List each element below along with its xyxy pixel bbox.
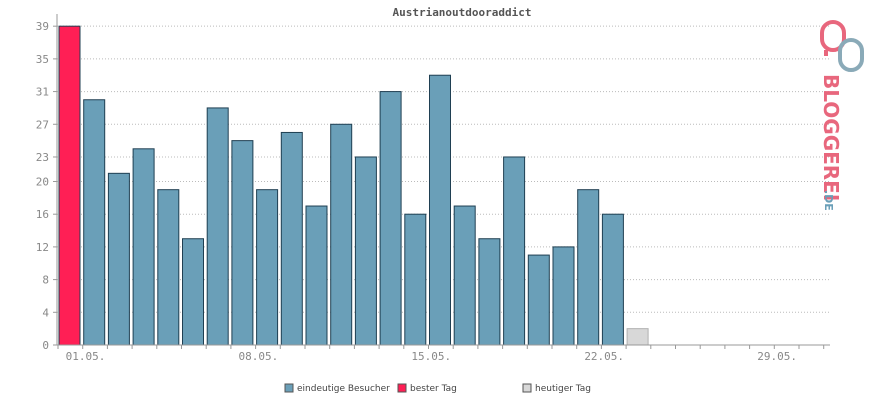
bar-14.05.	[379, 91, 402, 346]
legend-label: heutiger Tag	[535, 384, 591, 394]
bar-01.05.	[58, 25, 81, 346]
bar-12.05.	[330, 123, 353, 346]
bar-22.05.	[577, 189, 600, 346]
y-tick-label: 35	[36, 53, 49, 66]
bar-17.05.	[453, 205, 476, 346]
legend-swatch	[522, 383, 532, 393]
bar-02.05.	[83, 99, 106, 346]
bar-11.05.	[305, 205, 328, 346]
bloggerei-logo: BLOGGEREI .DE	[819, 20, 864, 211]
bar-09.05.	[256, 189, 279, 346]
y-tick-label: 31	[36, 86, 49, 99]
bar-10.05.	[280, 131, 303, 346]
y-tick-label: 23	[36, 151, 49, 164]
bar-20.05.	[527, 254, 550, 346]
bar-08.05.	[231, 140, 254, 346]
bar-03.05.	[107, 172, 130, 346]
bar-15.05.	[404, 213, 427, 346]
y-tick-label: 12	[36, 241, 49, 254]
bar-23.05.	[601, 213, 624, 346]
legend-swatch	[284, 383, 294, 393]
legend-label: eindeutige Besucher	[297, 384, 390, 394]
y-tick-label: 16	[36, 208, 49, 221]
legend: eindeutige Besucher bester Tag heutiger Ta…	[284, 383, 591, 394]
logo-suffix: .DE	[822, 190, 835, 211]
legend-swatch	[397, 383, 407, 393]
legend-item: bester Tag	[397, 383, 457, 394]
bar-06.05.	[182, 238, 204, 346]
legend-item: heutiger Tag	[522, 383, 591, 394]
bar-13.05.	[354, 156, 377, 346]
legend-label: bester Tag	[410, 384, 457, 394]
bar-04.05.	[132, 148, 155, 346]
bar-07.05.	[206, 107, 229, 346]
axes: 0 4 8 12 16 20 23 27 31 35 39 01.05. 08.05. 15.05. 22.…	[36, 14, 830, 363]
logo-name: BLOGGEREI	[819, 74, 843, 201]
bar-16.05.	[429, 74, 451, 346]
y-tick-label: 4	[42, 306, 49, 319]
bar-19.05.	[503, 156, 526, 346]
y-tick-label: 0	[42, 339, 49, 352]
y-tick-label: 8	[42, 274, 49, 287]
x-tick-label: 29.05.	[757, 350, 797, 363]
bar-21.05.	[552, 246, 575, 346]
bloggerei-logo-icon	[820, 20, 864, 72]
y-tick-label: 20	[36, 176, 49, 189]
x-tick-label: 15.05.	[411, 350, 451, 363]
y-tick-label: 27	[36, 118, 49, 131]
bars	[58, 25, 649, 346]
legend-item: eindeutige Besucher	[284, 383, 390, 394]
x-tick-label: 08.05.	[239, 350, 279, 363]
x-tick-label: 22.05.	[584, 350, 624, 363]
bar-18.05.	[478, 238, 501, 346]
x-tick-label: 01.05.	[66, 350, 106, 363]
bar-05.05.	[157, 189, 180, 346]
chart-title: Austrianoutdooraddict	[392, 6, 531, 19]
bar-24.05.	[626, 328, 649, 346]
y-tick-label: 39	[36, 20, 49, 33]
